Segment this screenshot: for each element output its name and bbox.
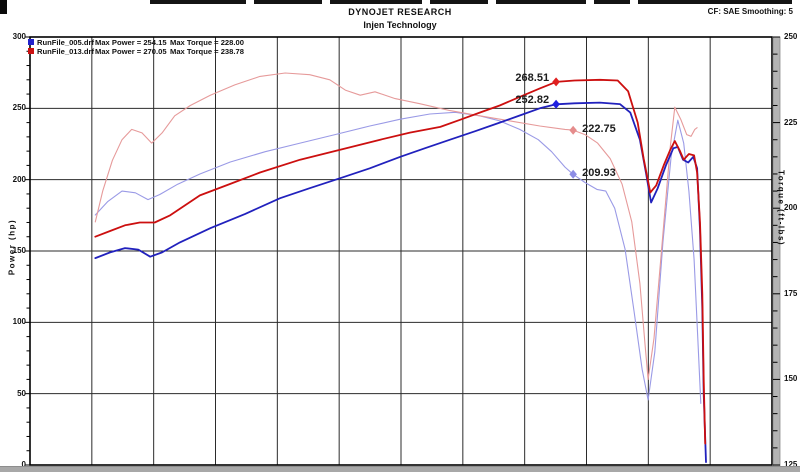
torque-tick-label-225: 225 — [784, 117, 798, 127]
correction-smoothing-info: CF: SAE Smoothing: 5 — [707, 7, 793, 16]
power-tick-label-200: 200 — [12, 174, 26, 184]
window-corner-block — [0, 0, 7, 14]
power-tick-label-150: 150 — [12, 246, 26, 255]
value-label-268-51: 268.51 — [515, 71, 550, 84]
power-axis-label: Power (hp) — [7, 218, 17, 276]
marker-diamond-209-93 — [569, 169, 577, 179]
curve-runfile-013-drf-torque — [94, 72, 698, 380]
value-label-209-93: 209.93 — [582, 167, 616, 180]
legend-swatch — [28, 47, 34, 54]
curve-runfile-013-drf-power — [94, 78, 707, 445]
legend-max-power: Max Power = 270.05 — [95, 46, 167, 56]
window-bottom-edge — [0, 466, 800, 472]
legend-row: RunFile_005.drf Max Power = 254.15 Max Tor… — [0, 38, 300, 47]
torque-tick-label-200: 200 — [784, 203, 798, 213]
top-strip-segment — [254, 0, 322, 4]
legend-row: RunFile_013.drf Max Power = 270.05 Max Tor… — [0, 47, 300, 56]
right-axis-bar — [772, 36, 781, 468]
power-tick-label-100: 100 — [12, 317, 26, 327]
top-strip-segment — [150, 0, 246, 4]
top-strip-segment — [638, 0, 792, 4]
torque-axis-label: Torque (ft-lbs) — [776, 169, 786, 247]
power-tick-label-0: 0 — [21, 460, 26, 469]
value-label-252-82: 252.82 — [515, 94, 550, 107]
marker-diamond-222-75 — [569, 125, 577, 135]
legend-run-file: RunFile_005.drf — [37, 37, 94, 47]
curve-runfile-005-drf-power — [94, 101, 707, 464]
legend-max-torque: Max Torque = 238.78 — [170, 46, 244, 56]
curve-runfile-005-drf-torque — [94, 111, 702, 404]
value-label-222-75: 222.75 — [582, 123, 616, 136]
legend-swatch — [28, 38, 34, 45]
marker-diamond-268-51 — [552, 77, 560, 87]
power-tick-label-300: 300 — [12, 32, 26, 41]
power-tick-label-50: 50 — [17, 388, 26, 398]
legend-max-power: Max Power = 254.15 — [95, 37, 167, 47]
torque-tick-label-175: 175 — [784, 288, 798, 298]
legend-run-file: RunFile_013.drf — [37, 46, 94, 56]
torque-tick-label-150: 150 — [784, 374, 798, 384]
power-tick-label-250: 250 — [12, 103, 26, 113]
top-strip-segment — [330, 0, 422, 4]
top-strip-segment — [594, 0, 630, 4]
marker-diamond-252-82 — [552, 99, 560, 109]
torque-tick-label-250: 250 — [784, 32, 798, 41]
report-title: DYNOJET RESEARCH — [348, 7, 452, 17]
report-subtitle: Injen Technology — [363, 20, 437, 30]
top-strip-segment — [496, 0, 586, 4]
top-strip-segment — [430, 0, 488, 4]
legend-max-torque: Max Torque = 228.00 — [170, 37, 244, 47]
torque-tick-label-125: 125 — [784, 460, 798, 469]
